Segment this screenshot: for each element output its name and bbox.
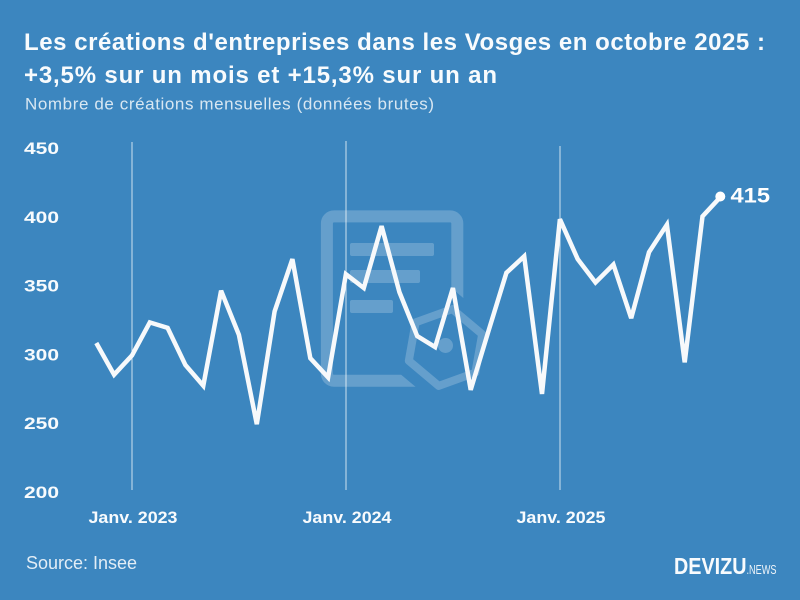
svg-text:Les créations d'entreprises da: Les créations d'entreprises dans les Vos… [24, 29, 765, 56]
svg-text:350: 350 [24, 277, 59, 296]
svg-text:Janv. 2024: Janv. 2024 [303, 508, 393, 527]
svg-text:415: 415 [731, 185, 771, 208]
svg-text:Janv. 2023: Janv. 2023 [89, 508, 178, 527]
svg-text:+3,5% sur un mois et +15,3% su: +3,5% sur un mois et +15,3% sur un an [24, 62, 497, 89]
svg-text:200: 200 [24, 483, 59, 502]
svg-text:.NEWS: .NEWS [747, 562, 777, 577]
svg-text:Janv. 2025: Janv. 2025 [517, 508, 606, 527]
svg-text:DEVIZU: DEVIZU [674, 553, 747, 579]
svg-text:Nombre de créations mensuelles: Nombre de créations mensuelles (données … [25, 95, 434, 114]
svg-text:400: 400 [24, 208, 59, 227]
svg-text:250: 250 [24, 414, 59, 433]
svg-text:300: 300 [24, 345, 59, 364]
svg-text:450: 450 [24, 139, 59, 158]
svg-text:Source: Insee: Source: Insee [26, 553, 137, 573]
